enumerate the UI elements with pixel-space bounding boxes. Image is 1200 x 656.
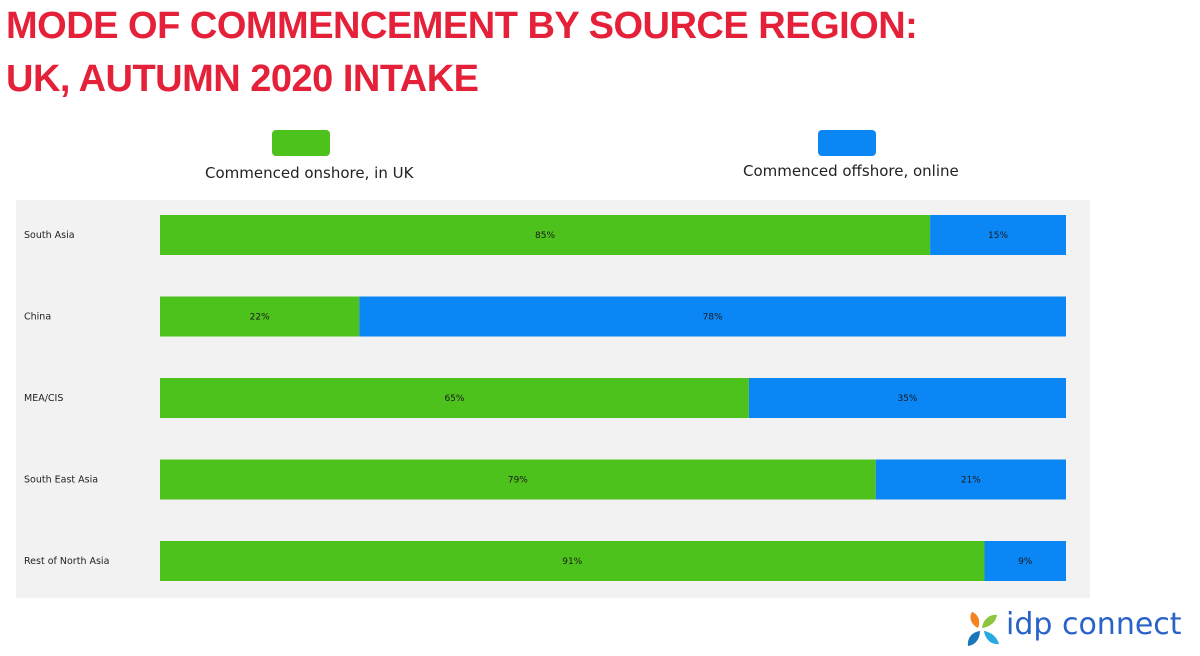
bar-segment <box>984 541 1066 581</box>
idp-connect-logo: idp connect <box>966 604 1196 654</box>
category-label: South East Asia <box>24 475 98 486</box>
bar-segment <box>930 215 1066 255</box>
title-line-1: MODE OF COMMENCEMENT BY SOURCE REGION: <box>6 5 918 47</box>
bar-value-label: 78% <box>703 313 723 323</box>
bar-segment <box>160 459 876 500</box>
bar-value-label: 22% <box>250 313 270 323</box>
bar-value-label: 15% <box>988 231 1008 241</box>
bar-segment <box>875 459 1066 500</box>
bar-segment <box>160 378 749 418</box>
bar-value-label: 85% <box>535 231 555 241</box>
bar-value-label: 79% <box>508 476 528 486</box>
legend-label-0: Commenced onshore, in UK <box>205 164 414 182</box>
category-label: China <box>24 312 51 323</box>
title-line-2: UK, AUTUMN 2020 INTAKE <box>6 58 479 100</box>
stacked-bar-chart: South Asia 85% 15% China 22% 78% MEA/CIS 65% 35%… <box>24 215 1066 581</box>
logo-text: idp connect <box>1006 607 1182 642</box>
legend-swatch-1 <box>818 130 876 156</box>
bar-value-label: 91% <box>562 557 582 567</box>
legend-swatch-0 <box>272 130 330 156</box>
bar-value-label: 65% <box>444 394 464 404</box>
page-title: MODE OF COMMENCEMENT BY SOURCE REGION: U… <box>6 0 918 106</box>
bar-segment <box>748 378 1066 418</box>
chart-panel: South Asia 85% 15% China 22% 78% MEA/CIS 65% 35%… <box>16 200 1090 598</box>
legend-label-1: Commenced offshore, online <box>743 162 959 180</box>
bar-value-label: 21% <box>961 476 981 486</box>
category-label: South Asia <box>24 230 75 241</box>
bar-value-label: 9% <box>1018 557 1033 567</box>
bar-segment <box>359 296 1066 337</box>
bar-segment <box>160 296 360 337</box>
category-label: MEA/CIS <box>24 393 63 404</box>
bar-value-label: 35% <box>897 394 917 404</box>
bar-segment <box>160 541 985 581</box>
logo-mark-icon <box>967 612 999 646</box>
category-label: Rest of North Asia <box>24 556 109 567</box>
bar-segment <box>160 215 931 255</box>
